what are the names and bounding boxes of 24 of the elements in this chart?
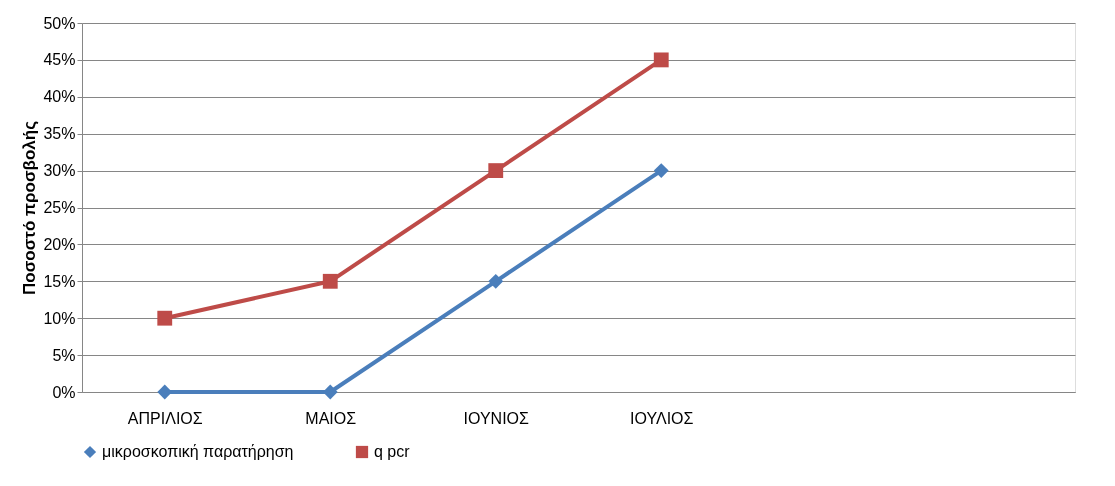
legend-label: q pcr <box>374 443 411 460</box>
legend-label: μικροσκοπική παρατήρηση <box>102 443 294 460</box>
point <box>488 273 504 289</box>
point <box>653 52 669 68</box>
y-tick-label: 20% <box>43 235 76 253</box>
y-tick-label: 10% <box>43 309 76 327</box>
y-tick-label: 5% <box>52 346 76 364</box>
x-tick-label: ΜΑΙΟΣ <box>305 409 357 427</box>
y-tick-label: 40% <box>43 88 76 106</box>
y-tick-label: 30% <box>43 162 76 180</box>
point <box>488 163 504 179</box>
y-tick-label: 0% <box>52 383 76 401</box>
y-axis-title: Ποσοστό προσβολής <box>20 120 40 295</box>
point <box>322 273 338 289</box>
x-tick-label: ΙΟΥΝΙΟΣ <box>463 409 530 427</box>
point <box>157 310 173 326</box>
point <box>653 163 669 179</box>
y-tick-label: 15% <box>43 272 76 290</box>
y-tick-label: 45% <box>43 51 76 69</box>
y-tick-label: 35% <box>43 125 76 143</box>
x-tick-label: ΑΠΡΙΛΙΟΣ <box>127 409 203 427</box>
y-tick-label: 50% <box>43 14 76 32</box>
x-tick-label: ΙΟΥΛΙΟΣ <box>630 409 694 427</box>
y-tick-label: 25% <box>43 199 76 216</box>
